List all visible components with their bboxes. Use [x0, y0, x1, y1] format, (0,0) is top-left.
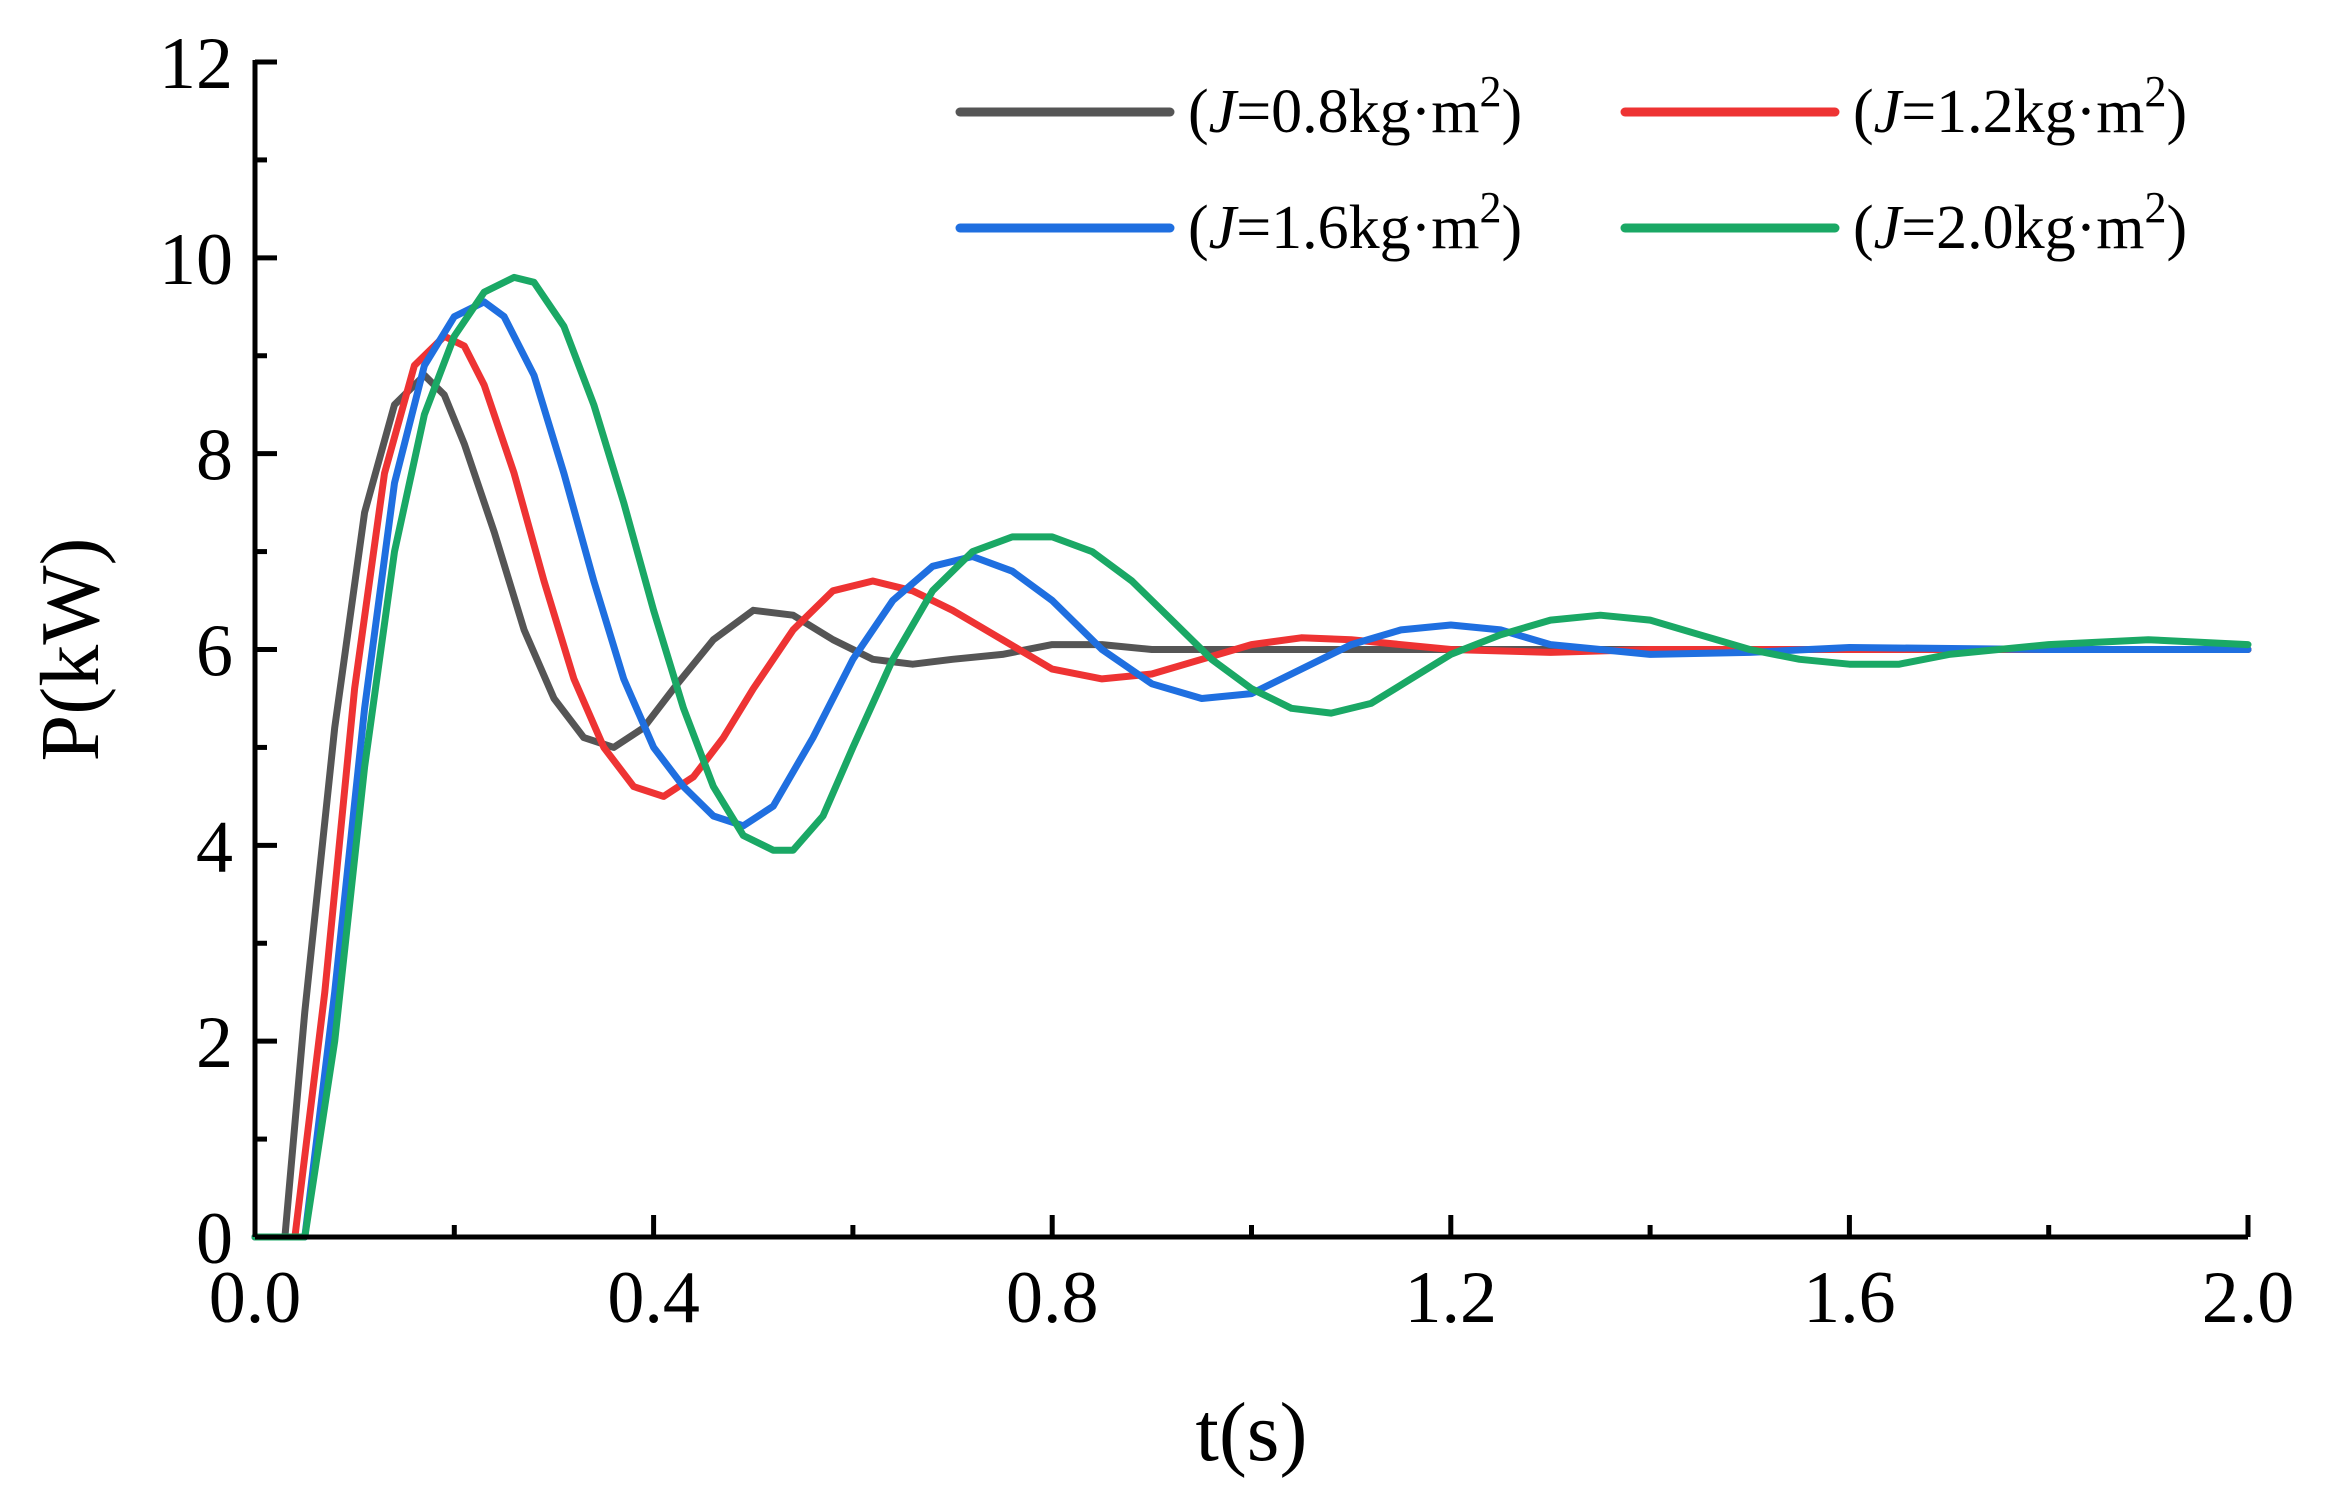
y-tick-label: 8 — [196, 415, 233, 497]
y-tick-label: 12 — [159, 23, 233, 105]
series-line-4 — [251, 273, 2252, 1241]
y-axis-title: P(kW) — [24, 538, 117, 762]
y-tick-label: 2 — [196, 1002, 233, 1084]
y-tick-label: 0 — [196, 1198, 233, 1280]
x-tick-label: 0.4 — [607, 1257, 700, 1339]
series-line-3 — [251, 298, 2252, 1241]
y-tick-label: 6 — [196, 611, 233, 693]
series-line-1 — [251, 371, 2252, 1241]
legend-label-2: (J=1.2kg·m2) — [1853, 67, 2187, 146]
legend-label-3: (J=1.6kg·m2) — [1188, 183, 1522, 262]
y-tick-label: 4 — [196, 806, 233, 888]
legend-label-1: (J=0.8kg·m2) — [1188, 67, 1522, 146]
x-axis-title: t(s) — [1196, 1386, 1308, 1479]
plot-series-group — [251, 273, 2252, 1241]
x-tick-label: 1.2 — [1405, 1257, 1498, 1339]
x-tick-label: 2.0 — [2202, 1257, 2295, 1339]
ticks-group: 0.0 0.4 0.8 1.2 1.6 2.0 0 2 4 6 8 10 12 — [159, 23, 2294, 1339]
legend: (J=0.8kg·m2) (J=1.2kg·m2) (J=1.6kg·m2) (J=2… — [955, 67, 2187, 262]
legend-label-4: (J=2.0kg·m2) — [1853, 183, 2187, 262]
x-tick-label: 1.6 — [1803, 1257, 1896, 1339]
x-tick-label: 0.0 — [209, 1257, 302, 1339]
series-line-2 — [251, 332, 2252, 1241]
y-tick-label: 10 — [159, 219, 233, 301]
x-tick-label: 0.8 — [1006, 1257, 1099, 1339]
